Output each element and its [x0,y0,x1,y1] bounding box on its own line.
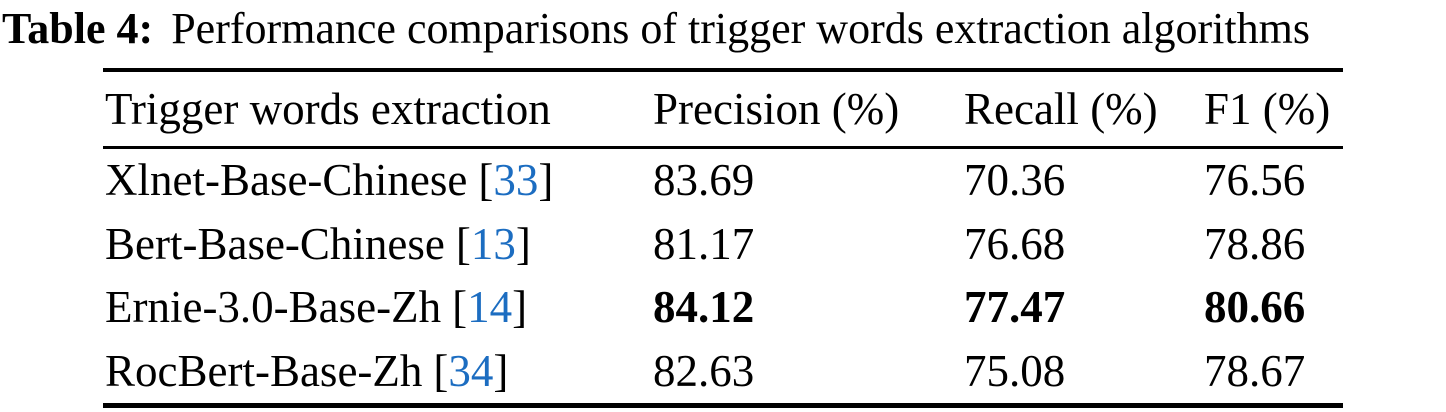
citation-bracket-open: [ [455,218,471,269]
citation-bracket-close: ] [538,155,554,206]
citation-number[interactable]: 14 [467,282,513,333]
citation-link[interactable]: [14] [452,282,527,332]
table-header-row: Trigger words extraction Precision (%) R… [103,72,1343,149]
f1-value: 78.86 [1204,218,1306,269]
table-row: Ernie-3.0-Base-Zh [14] 84.12 77.47 80.66 [103,276,1343,340]
table-caption-label: Table 4: [2,4,154,53]
f1-value: 76.56 [1204,155,1306,206]
precision-value: 82.63 [653,345,755,396]
table-row: Xlnet-Base-Chinese [33] 83.69 70.36 76.56 [103,149,1343,213]
recall-value: 75.08 [964,345,1066,396]
citation-bracket-open: [ [478,155,494,206]
model-name: Xlnet-Base-Chinese [105,155,468,206]
citation-bracket-close: ] [512,282,528,333]
recall-value: 76.68 [964,218,1066,269]
citation-bracket-close: ] [515,218,531,269]
precision-value: 84.12 [653,282,755,333]
table-row: Bert-Base-Chinese [13] 81.17 76.68 78.86 [103,213,1343,277]
citation-number[interactable]: 13 [470,218,516,269]
citation-link[interactable]: [13] [456,219,531,269]
citation-number[interactable]: 33 [493,155,539,206]
column-header-trigger-words-extraction: Trigger words extraction [105,83,551,134]
model-name-cell: Xlnet-Base-Chinese [33] [103,158,653,203]
table-body: Xlnet-Base-Chinese [33] 83.69 70.36 76.56… [103,149,1343,403]
f1-value: 78.67 [1204,345,1306,396]
recall-value: 77.47 [964,282,1066,333]
results-table: Trigger words extraction Precision (%) R… [103,68,1343,408]
citation-bracket-close: ] [493,345,509,396]
table-caption-text: Performance comparisons of trigger words… [171,4,1310,53]
model-name-cell: Bert-Base-Chinese [13] [103,218,653,269]
model-name-cell: RocBert-Base-Zh [34] [103,345,653,396]
f1-value: 80.66 [1204,282,1306,333]
column-header-recall: Recall (%) [964,83,1158,134]
citation-number[interactable]: 34 [448,345,494,396]
citation-bracket-open: [ [452,282,468,333]
model-name-cell: Ernie-3.0-Base-Zh [14] [103,285,653,330]
precision-value: 81.17 [653,218,755,269]
column-header-precision: Precision (%) [653,83,900,134]
citation-link[interactable]: [34] [433,346,508,396]
precision-value: 83.69 [653,155,755,206]
table-row: RocBert-Base-Zh [34] 82.63 75.08 78.67 [103,340,1343,404]
column-header-f1: F1 (%) [1204,83,1331,134]
model-name: RocBert-Base-Zh [105,345,423,396]
table-caption: Table 4: Performance comparisons of trigg… [2,1,1310,57]
citation-bracket-open: [ [433,345,449,396]
model-name: Bert-Base-Chinese [105,218,445,269]
recall-value: 70.36 [964,155,1066,206]
citation-link[interactable]: [33] [478,155,553,205]
model-name: Ernie-3.0-Base-Zh [105,282,442,333]
